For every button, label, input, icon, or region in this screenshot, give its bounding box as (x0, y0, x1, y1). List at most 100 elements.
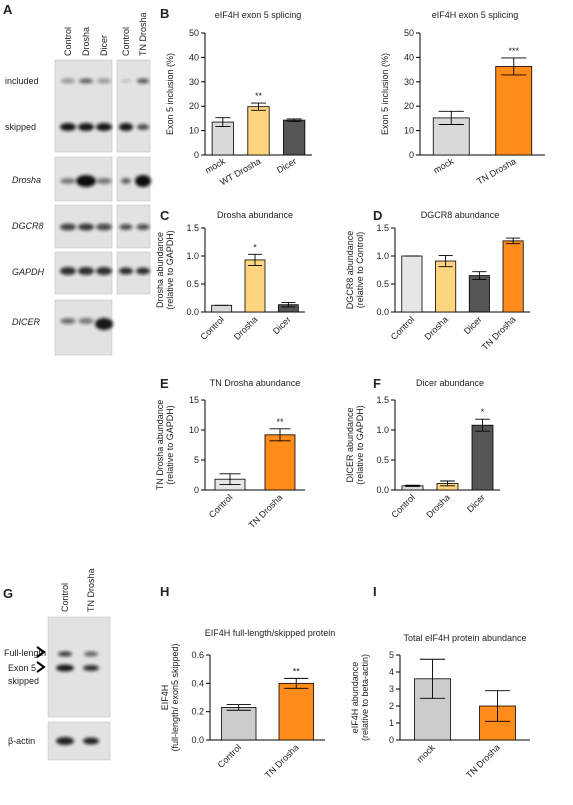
bar (435, 260, 457, 313)
band-arrow (36, 646, 46, 658)
y-tick-label: 30 (189, 77, 199, 87)
y-axis-label: Exon 5 inclusion (%) (380, 53, 390, 135)
bar (247, 106, 270, 156)
band-label: Full-length (4, 648, 46, 658)
row-label: included (5, 76, 39, 86)
x-tick-label: TN Drosha (480, 314, 518, 352)
row-label: skipped (5, 122, 36, 132)
significance: ** (276, 417, 284, 427)
y-tick-label: 1.0 (376, 251, 389, 261)
blot-band (119, 224, 133, 230)
x-tick-label: mock (432, 156, 456, 176)
blot-band (60, 318, 76, 324)
x-tick-label: mock (203, 156, 227, 176)
error-bar (472, 271, 487, 280)
bar (221, 707, 257, 741)
y-tick-label: 40 (404, 52, 414, 62)
error-bar (438, 254, 453, 268)
y-tick-label: 1.5 (186, 223, 199, 233)
x-tick-label: WT Drosha (218, 156, 262, 187)
y-axis-label: TN Drosha abundance (155, 400, 165, 491)
blot-band (58, 651, 72, 657)
y-tick-label: 0.5 (376, 279, 389, 289)
blot-band (83, 737, 99, 745)
blot-band (95, 318, 113, 330)
y-tick-label: 15 (189, 395, 199, 405)
x-tick-label: TN Drosha (263, 742, 301, 780)
bar (283, 119, 306, 156)
y-tick-label: 0.4 (191, 678, 204, 688)
y-axis-label: (relative to Control) (355, 232, 365, 309)
y-tick-label: 0.5 (186, 279, 199, 289)
lane-label: Control (63, 27, 73, 56)
blot-band (136, 267, 150, 275)
y-tick-label: 50 (404, 28, 414, 38)
y-tick-label: 0.0 (186, 307, 199, 317)
y-tick-label: 50 (189, 28, 199, 38)
y-tick-label: 3 (389, 684, 394, 694)
blot-band (137, 124, 149, 130)
lane-label: Drosha (81, 27, 91, 56)
y-axis-label: (relative to GAPDH) (165, 230, 175, 310)
blot-panel (116, 59, 151, 153)
y-tick-label: 1.0 (376, 425, 389, 435)
x-tick-label: Dicer (271, 314, 293, 336)
panel-letter: F (373, 376, 381, 391)
y-axis-label: eIF4H abundance (350, 662, 360, 734)
significance: * (253, 242, 257, 252)
blot-band (60, 267, 76, 275)
row-label: DICER (12, 317, 41, 327)
y-tick-label: 0.0 (376, 485, 389, 495)
blot-band (96, 267, 112, 275)
band-arrow (36, 661, 46, 673)
y-tick-label: 40 (189, 52, 199, 62)
row-label: GAPDH (12, 267, 45, 277)
y-axis-label: Drosha abundance (155, 232, 165, 308)
y-tick-label: 20 (189, 101, 199, 111)
y-axis-label: DGCR8 abundance (345, 231, 355, 310)
y-tick-label: 1 (389, 718, 394, 728)
chart-title: Drosha abundance (217, 210, 293, 220)
error-bar (269, 428, 291, 442)
blot-band (56, 664, 74, 672)
y-tick-label: 1.0 (186, 251, 199, 261)
error-bar (219, 473, 241, 486)
y-axis-label: Exon 5 inclusion (%) (165, 53, 175, 135)
blot-panel (54, 59, 113, 153)
x-tick-label: Control (389, 492, 417, 520)
y-tick-label: 4 (389, 667, 394, 677)
y-tick-label: 0 (194, 150, 199, 160)
x-tick-label: Dicer (465, 492, 487, 514)
blot-band (61, 78, 75, 84)
blot-band (76, 175, 96, 187)
x-tick-label: Control (207, 492, 235, 520)
y-axis-label: (relative to beta-actin) (360, 654, 370, 741)
x-tick-label: Drosha (422, 314, 450, 342)
row-label: Drosha (12, 175, 41, 185)
blot-band (84, 651, 98, 657)
bar (211, 121, 234, 156)
lane-label: Dicer (99, 35, 109, 56)
blot-band (96, 178, 112, 184)
bar (468, 275, 490, 313)
bar (244, 259, 266, 313)
x-tick-label: Control (198, 314, 226, 342)
bar (278, 682, 314, 741)
blot-band (60, 178, 76, 184)
x-tick-label: Drosha (424, 492, 452, 520)
bar (401, 255, 423, 313)
lane-label: TN Drosha (138, 12, 148, 56)
blot-band (121, 178, 131, 184)
x-tick-label: Dicer (275, 156, 298, 175)
bar (211, 304, 233, 313)
blot-band (119, 123, 133, 131)
error-bar (440, 480, 455, 487)
panel-letter: B (160, 6, 169, 21)
panel-letter: E (160, 376, 169, 391)
blot-band (96, 223, 112, 231)
error-bar (286, 118, 302, 122)
y-axis-label: EIF4H (160, 685, 170, 711)
blot-band (97, 78, 111, 84)
y-tick-label: 0.2 (191, 707, 204, 717)
lane-label: Control (121, 27, 131, 56)
